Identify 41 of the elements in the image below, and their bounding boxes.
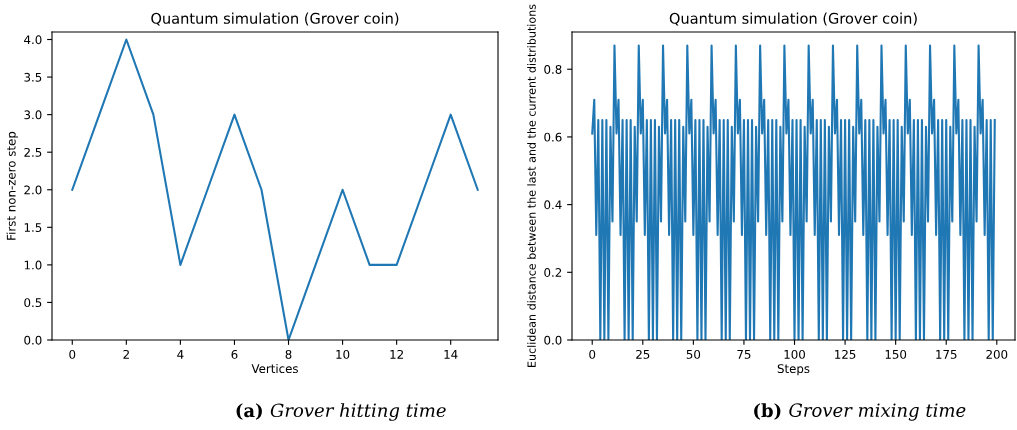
- x-tick-label: 0: [589, 349, 596, 359]
- x-tick-label: 200: [986, 349, 1008, 359]
- y-tick-label: 0.0: [24, 335, 42, 345]
- line-series: [71, 38, 479, 340]
- x-tick-label: 8: [285, 349, 292, 359]
- line-series: [591, 44, 996, 340]
- y-tick-label: 0.8: [544, 64, 562, 74]
- text: (b) Grover mixing time: [754, 403, 966, 421]
- y-tick-label: 4.0: [24, 35, 42, 45]
- y-tick-label: 0.4: [544, 200, 562, 210]
- y-tick-label: 2.0: [24, 185, 42, 195]
- y-tick-label: 3.0: [24, 110, 42, 120]
- y-tick-label: 0.6: [544, 132, 562, 142]
- y-axis-title: Euclidean distance between the last and the current distributions: [527, 4, 536, 367]
- y-tick-label: 1.5: [24, 223, 42, 232]
- x-tick-label: 25: [636, 349, 650, 359]
- chart-title: Quantum simulation (Grover coin): [151, 12, 399, 26]
- y-tick-label: 0.2: [544, 268, 562, 277]
- y-tick-label: 0.5: [24, 298, 42, 308]
- x-tick-label: 2: [123, 349, 129, 359]
- x-axis-title: Steps: [777, 364, 810, 376]
- y-tick-label: 1.0: [24, 260, 42, 270]
- x-tick-label: 6: [231, 349, 238, 359]
- y-axis-title: First non-zero step: [6, 131, 18, 240]
- x-tick-label: 14: [444, 350, 458, 359]
- x-axis-title: Vertices: [251, 363, 298, 374]
- text: (a) Grover hitting time: [236, 403, 446, 421]
- x-tick-label: 75: [737, 350, 751, 359]
- y-tick-label: 2.5: [24, 147, 42, 157]
- x-tick-label: 125: [835, 349, 856, 359]
- x-tick-label: 175: [936, 350, 957, 359]
- x-tick-label: 50: [686, 349, 701, 359]
- x-tick-label: 12: [390, 349, 403, 359]
- x-tick-label: 150: [885, 349, 907, 359]
- x-tick-label: 4: [177, 350, 184, 359]
- x-tick-label: 10: [336, 349, 350, 359]
- x-tick-label: 0: [69, 349, 76, 359]
- y-tick-label: 0.0: [544, 335, 562, 345]
- y-tick-label: 3.5: [24, 72, 42, 82]
- chart-title: Quantum simulation (Grover coin): [669, 12, 917, 26]
- x-tick-label: 100: [784, 349, 805, 359]
